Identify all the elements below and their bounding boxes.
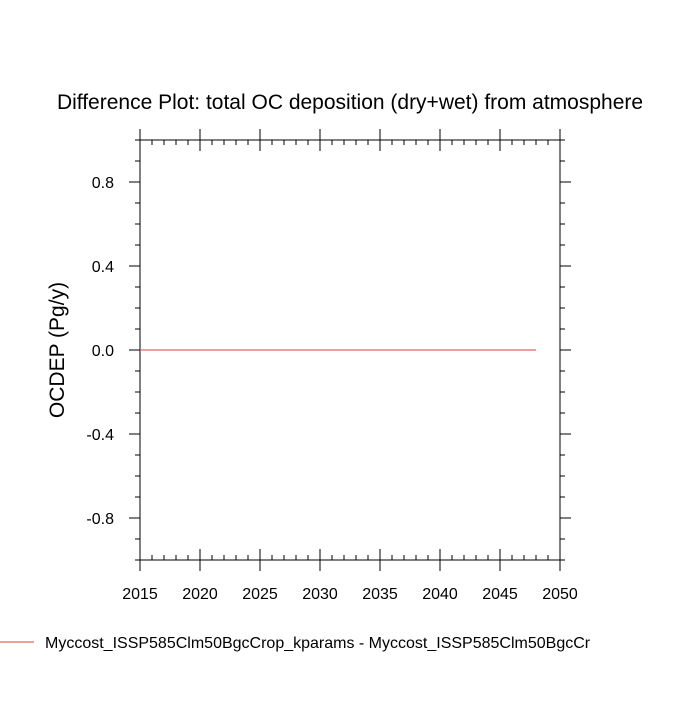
x-tick-label: 2050 [542,586,578,603]
y-tick-label: 0.0 [92,343,114,360]
y-tick-label: -0.4 [86,427,114,444]
x-tick-label: 2045 [482,586,518,603]
x-tick-label: 2030 [302,586,338,603]
y-axis-label: OCDEP (Pg/y) [46,282,69,418]
x-tick-label: 2015 [122,586,158,603]
legend: Myccost_ISSP585Clm50BgcCrop_kparams - My… [0,635,591,652]
x-tick-label: 2040 [422,586,458,603]
y-tick-label: 0.8 [92,175,114,192]
legend-label: Myccost_ISSP585Clm50BgcCrop_kparams - My… [45,635,591,652]
x-tick-label: 2020 [182,586,218,603]
y-tick-label: -0.8 [86,511,114,528]
chart-title: Difference Plot: total OC deposition (dr… [57,91,643,114]
x-tick-label: 2035 [362,586,398,603]
x-tick-label: 2025 [242,586,278,603]
x-axis-ticks: 2015 2020 2025 2030 2035 2040 2045 2050 [122,129,578,603]
y-axis-ticks: 0.8 0.4 0.0 -0.4 -0.8 [86,139,571,561]
y-tick-label: 0.4 [92,259,114,276]
